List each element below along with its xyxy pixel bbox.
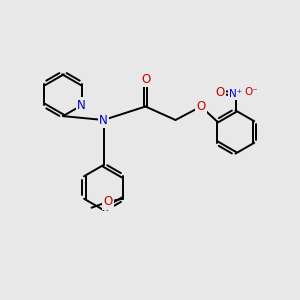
Text: N: N (99, 113, 108, 127)
Text: N⁺: N⁺ (229, 89, 242, 99)
Text: O: O (141, 73, 150, 86)
Text: N: N (77, 99, 86, 112)
Text: O: O (215, 86, 224, 99)
Text: O: O (196, 100, 206, 113)
Text: O: O (103, 195, 112, 208)
Text: O⁻: O⁻ (244, 87, 258, 98)
